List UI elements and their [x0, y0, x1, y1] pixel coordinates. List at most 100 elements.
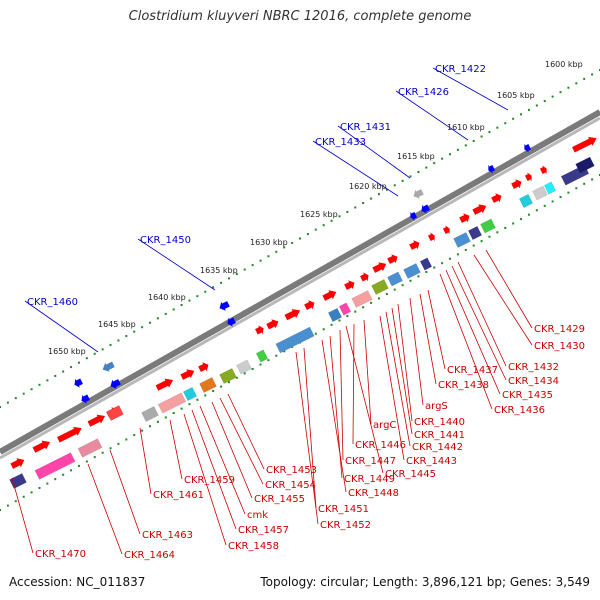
scale-tick-label: 1600 kbp	[545, 60, 583, 69]
scale-dot	[267, 359, 270, 362]
accession-label: Accession:	[9, 575, 73, 589]
forward-gene-arrow	[57, 426, 82, 443]
scale-tick-label: 1620 kbp	[349, 182, 387, 191]
scale-dot	[322, 224, 325, 227]
scale-dot	[46, 379, 49, 382]
forward-gene-arrow	[427, 232, 435, 242]
gene-label-forward: CKR_1463	[142, 530, 193, 541]
scale-dot	[235, 272, 238, 275]
scale-dot	[109, 447, 112, 450]
leader-line	[191, 409, 237, 530]
forward-gene-arrow	[387, 254, 398, 264]
gene-block	[453, 232, 471, 248]
scale-dot	[338, 215, 341, 218]
scale-dot	[156, 317, 159, 320]
forward-gene-arrow	[344, 280, 355, 290]
leader-line	[457, 261, 507, 367]
gene-label-reverse: CKR_1450	[140, 235, 191, 246]
gene-label-forward: CKR_1458	[228, 541, 279, 552]
gene-label-reverse: CKR_1426	[398, 87, 449, 98]
leader-line	[485, 249, 533, 329]
forward-gene-arrow	[459, 213, 470, 223]
scale-tick-label: 1640 kbp	[148, 293, 186, 302]
gene-block	[157, 392, 187, 414]
forward-gene-arrow	[10, 458, 25, 469]
scale-dot	[77, 361, 80, 364]
leader-line	[321, 339, 347, 493]
scale-dot	[385, 188, 388, 191]
scale-dot	[220, 385, 223, 388]
scale-dot	[314, 228, 317, 231]
scale-dot	[417, 275, 420, 278]
scale-dot	[0, 509, 1, 511]
scale-dot	[22, 495, 25, 498]
gene-label-forward: CKR_1445	[385, 469, 436, 480]
gene-label-forward: CKR_1464	[124, 550, 175, 561]
gene-label-forward: argC	[373, 420, 396, 431]
leader-line	[409, 297, 424, 406]
gene-label-forward: CKR_1429	[534, 324, 585, 335]
scale-dot	[583, 77, 586, 80]
scale-dot	[251, 367, 254, 370]
scale-dot	[512, 117, 515, 120]
gene-label-forward: CKR_1434	[508, 376, 559, 387]
length-value: 3,896,121 bp	[421, 575, 502, 589]
scale-tick-label: 1615 kbp	[397, 152, 435, 161]
scale-dot	[93, 352, 96, 355]
reverse-gene-arrow	[81, 394, 90, 404]
scale-dot	[291, 241, 294, 244]
leader-line	[211, 401, 253, 499]
scale-dot	[220, 281, 223, 284]
reverse-gene-arrow	[488, 164, 496, 174]
gene-block	[403, 263, 421, 279]
scale-dot	[156, 420, 159, 423]
forward-gene-arrow	[372, 262, 387, 273]
genome-backbone	[0, 109, 600, 460]
scale-dot	[101, 451, 104, 454]
scale-dot	[62, 473, 65, 476]
leader-line	[169, 419, 183, 480]
scale-dot	[141, 326, 144, 329]
forward-gene-arrow	[266, 319, 279, 330]
leader-line	[312, 140, 399, 197]
leader-line	[395, 90, 469, 141]
scale-tick-label: 1605 kbp	[497, 91, 535, 100]
scale-dot	[6, 504, 9, 507]
scale-dot	[409, 279, 412, 282]
gene-label-forward: CKR_1457	[238, 525, 289, 536]
gene-label-forward: CKR_1440	[414, 417, 465, 428]
forward-gene-arrow	[180, 369, 195, 380]
forward-gene-arrow	[360, 272, 369, 282]
scale-dot	[362, 202, 365, 205]
scale-dot	[480, 240, 483, 243]
scale-dot	[449, 153, 451, 156]
gene-block	[532, 185, 548, 201]
forward-gene-arrow	[284, 309, 301, 321]
leader-line	[24, 300, 99, 353]
gene-labels: CKR_1422 CKR_1426 CKR_1431 CKR_1433 CKR_1450…	[27, 64, 585, 561]
forward-gene-arrow	[442, 225, 450, 235]
leader-line	[451, 265, 507, 381]
scale-dot	[488, 131, 491, 134]
scale-dot	[259, 259, 262, 262]
leader-line	[391, 307, 413, 435]
scale-dot	[551, 200, 554, 203]
scale-dot	[30, 491, 33, 494]
gene-label-forward: CKR_1451	[318, 504, 369, 515]
scale-dot	[70, 469, 73, 472]
scale-dot	[488, 235, 491, 238]
scale-tick-label: 1650 kbp	[48, 347, 86, 356]
gene-label-reverse: CKR_1433	[315, 137, 366, 148]
leader-line	[87, 463, 123, 555]
scale-dot	[259, 363, 262, 366]
scale-dot	[401, 179, 404, 182]
scale-dot	[456, 253, 459, 256]
forward-gene-arrow	[539, 165, 547, 175]
scale-tick-label: 1610 kbp	[447, 123, 485, 132]
scale-dot	[180, 304, 183, 307]
leader-line	[432, 67, 509, 111]
scale-dot	[551, 95, 554, 98]
scale-dot	[393, 288, 396, 291]
scale-dot	[283, 246, 286, 249]
